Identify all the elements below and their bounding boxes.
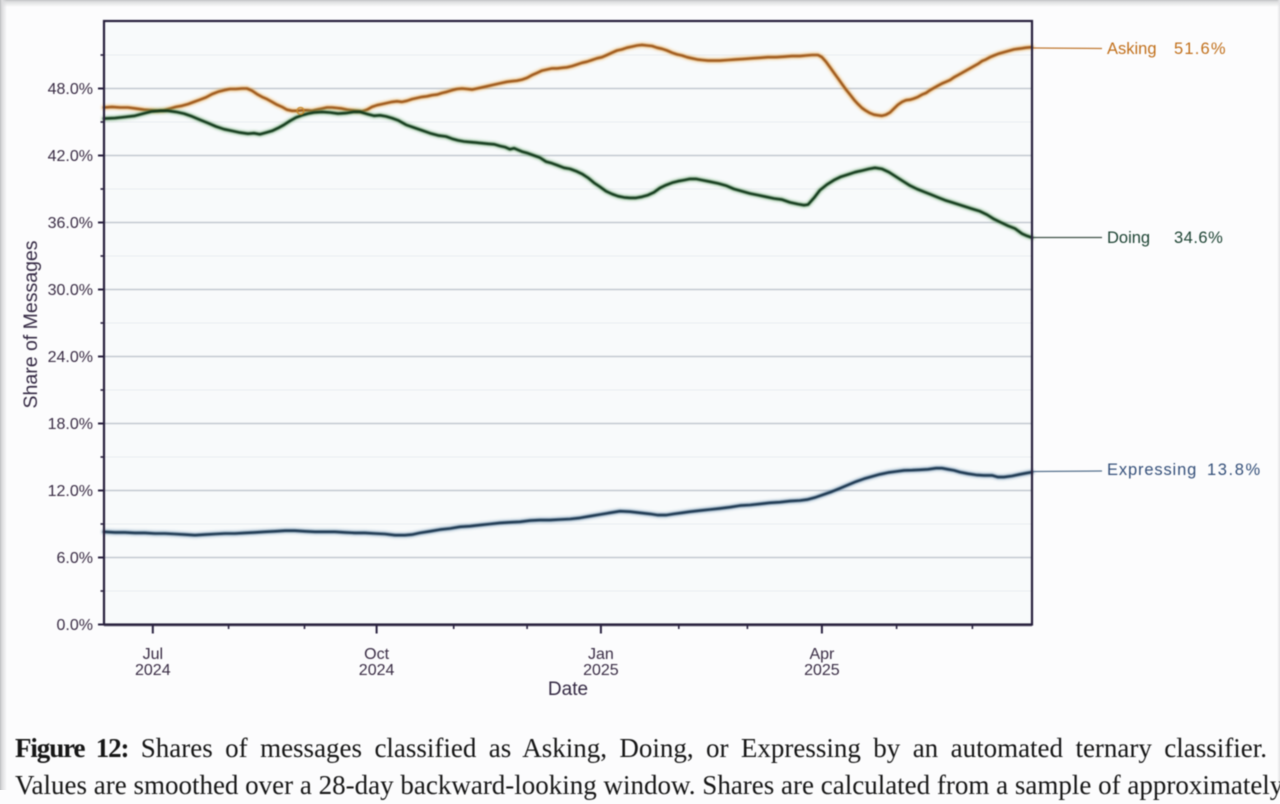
- svg-text:Date: Date: [548, 679, 588, 700]
- svg-text:2024: 2024: [359, 662, 395, 679]
- svg-text:2025: 2025: [804, 662, 840, 679]
- svg-text:Oct: Oct: [364, 646, 389, 663]
- svg-text:18.0%: 18.0%: [48, 416, 93, 433]
- svg-text:48.0%: 48.0%: [48, 81, 93, 98]
- svg-text:30.0%: 30.0%: [48, 282, 93, 299]
- svg-text:2024: 2024: [135, 662, 171, 679]
- svg-text:24.0%: 24.0%: [48, 349, 93, 366]
- svg-text:2025: 2025: [583, 662, 619, 679]
- svg-text:42.0%: 42.0%: [48, 148, 93, 165]
- svg-text:Jan: Jan: [588, 646, 614, 663]
- svg-text:0.0%: 0.0%: [57, 617, 93, 634]
- svg-text:Apr: Apr: [809, 646, 835, 663]
- svg-text:Jul: Jul: [143, 646, 163, 663]
- svg-text:36.0%: 36.0%: [48, 215, 93, 232]
- svg-text:12.0%: 12.0%: [48, 483, 93, 500]
- svg-text:6.0%: 6.0%: [57, 550, 93, 567]
- svg-text:Share of Messages: Share of Messages: [20, 240, 42, 408]
